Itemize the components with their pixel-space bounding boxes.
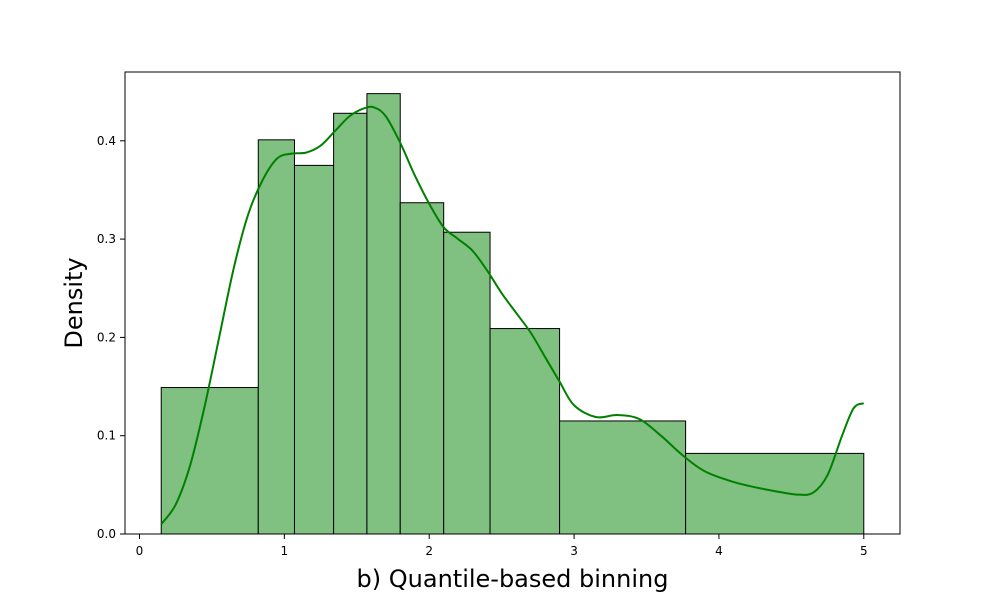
x-axis-ticks: 0 1 2 3 4 5 <box>136 534 868 558</box>
histogram-bar-7 <box>443 231 491 535</box>
x-tick-label: 4 <box>715 544 723 558</box>
histogram-bar-6 <box>399 202 445 535</box>
histogram-bar-3 <box>293 164 335 535</box>
histogram-bar-5 <box>366 93 401 535</box>
histogram-bar-4 <box>333 112 368 535</box>
histogram-bar-9 <box>559 420 687 535</box>
y-tick-label: 0.3 <box>97 232 116 246</box>
histogram-bars <box>160 93 865 535</box>
histogram-bar-1 <box>160 387 259 535</box>
histogram-bar-2 <box>257 139 295 535</box>
x-tick-label: 0 <box>136 544 144 558</box>
y-axis-ticks: 0.0 0.1 0.2 0.3 0.4 <box>97 134 125 541</box>
x-tick-label: 3 <box>570 544 578 558</box>
y-tick-label: 0.4 <box>97 134 116 148</box>
y-tick-label: 0.1 <box>97 429 116 443</box>
x-tick-label: 5 <box>860 544 868 558</box>
x-tick-label: 2 <box>425 544 433 558</box>
histogram-bar-10 <box>685 452 865 535</box>
y-axis-label: Density <box>60 257 88 348</box>
kde-density-curve <box>160 105 865 525</box>
x-axis-label: b) Quantile-based binning <box>357 565 669 593</box>
plot-frame <box>124 71 901 535</box>
y-tick-label: 0.0 <box>97 527 116 541</box>
y-tick-label: 0.2 <box>97 330 116 344</box>
histogram-bar-8 <box>489 328 561 535</box>
x-tick-label: 1 <box>281 544 289 558</box>
